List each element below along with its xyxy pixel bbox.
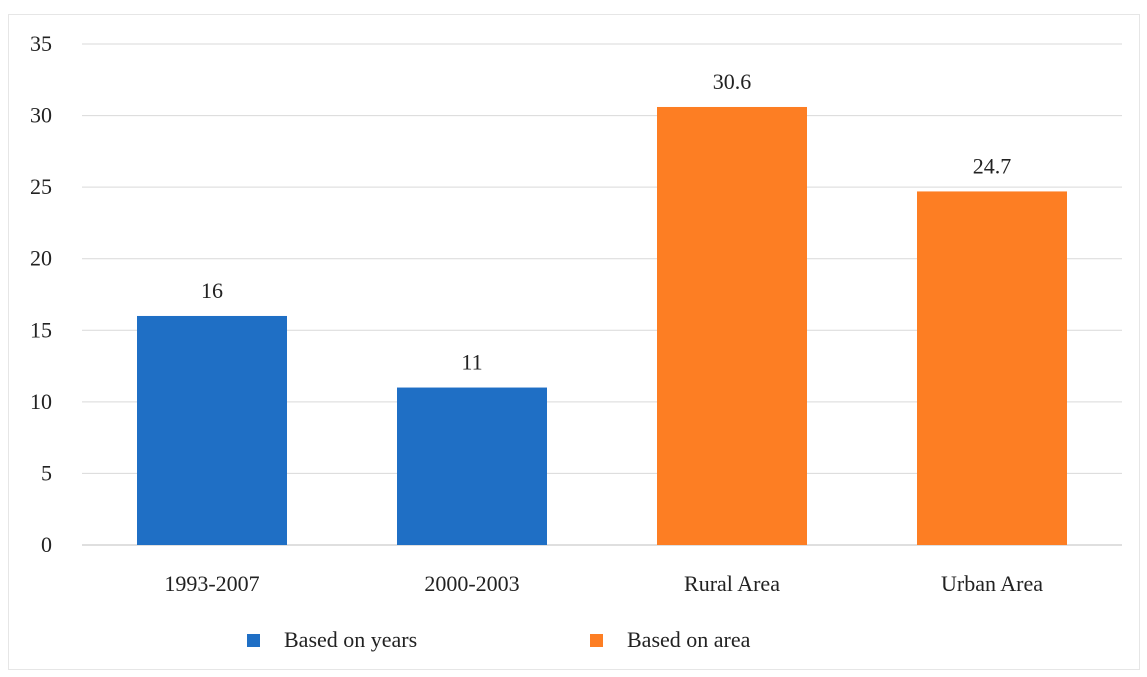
legend-label: Based on area [627, 627, 751, 652]
y-tick-label: 0 [41, 532, 52, 557]
bar [657, 106, 807, 546]
y-tick-label: 35 [30, 31, 52, 56]
legend-label: Based on years [284, 627, 417, 652]
x-tick-label: 2000-2003 [424, 571, 519, 596]
data-label: 24.7 [973, 153, 1012, 178]
y-tick-label: 25 [30, 174, 52, 199]
legend-swatch [590, 634, 603, 647]
bar [137, 315, 287, 545]
x-tick-label: Rural Area [684, 571, 780, 596]
x-axis-tick-labels: 1993-2007 2000-2003 Rural Area Urban Area [164, 571, 1043, 596]
bar [397, 387, 547, 545]
y-tick-label: 5 [41, 460, 52, 485]
bars [137, 106, 1067, 546]
data-label: 30.6 [713, 69, 752, 94]
x-tick-label: 1993-2007 [164, 571, 259, 596]
x-tick-label: Urban Area [941, 571, 1043, 596]
y-tick-label: 30 [30, 103, 52, 128]
y-tick-label: 15 [30, 317, 52, 342]
data-labels: 16 11 30.6 24.7 [201, 69, 1011, 375]
legend: Based on years Based on area [247, 627, 751, 652]
data-label: 16 [201, 278, 223, 303]
y-tick-label: 20 [30, 246, 52, 271]
legend-swatch [247, 634, 260, 647]
bar [917, 191, 1067, 546]
y-axis-tick-labels: 0 5 10 15 20 25 30 35 [30, 31, 52, 557]
y-tick-label: 10 [30, 389, 52, 414]
data-label: 11 [461, 350, 482, 375]
